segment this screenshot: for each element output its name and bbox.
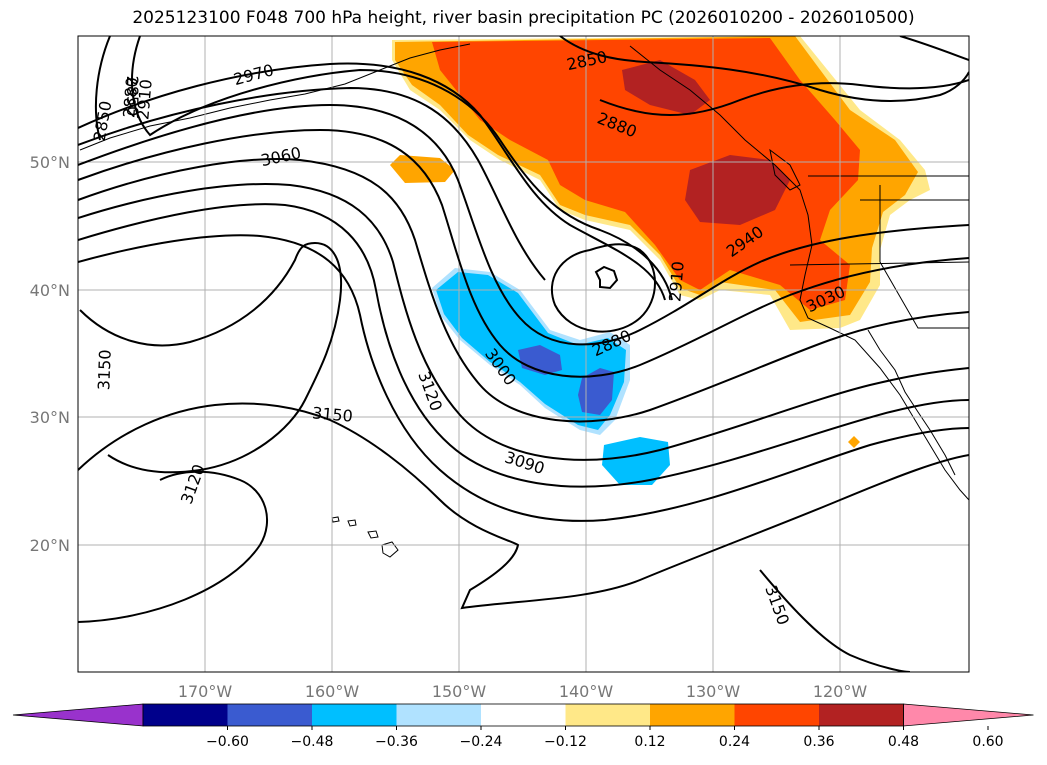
colorbar-swatch	[819, 704, 904, 726]
colorbar-swatch	[481, 704, 566, 726]
map-panel: 2850 2850 2880 2910 2970 2850 2880 2910 …	[30, 35, 970, 701]
lon-label: 120°W	[813, 682, 868, 701]
colorbar-swatch	[143, 704, 228, 726]
colorbar-tick-label: 0.60	[972, 734, 1003, 750]
colorbar-tick-label: −0.36	[375, 734, 418, 750]
contour-line	[78, 470, 269, 623]
oahu	[347, 519, 357, 527]
colorbar-tick-label: −0.24	[460, 734, 503, 750]
state-border-2	[879, 185, 969, 329]
lat-label: 30°N	[30, 408, 70, 427]
contour-line	[78, 62, 666, 301]
contour-line	[78, 203, 969, 488]
contour-label: 2850	[123, 76, 142, 117]
anomaly-0.36-region	[432, 38, 860, 310]
colorbar-swatch	[650, 704, 735, 726]
north-america-coastline	[629, 45, 969, 501]
anomaly-neg0.36-region-east	[578, 368, 614, 415]
contour-label: 3150	[311, 403, 353, 425]
map-title: 2025123100 F048 700 hPa height, river ba…	[132, 8, 915, 28]
contour-line	[599, 79, 969, 116]
lon-label: 150°W	[432, 682, 487, 701]
contour-line	[78, 158, 969, 423]
colorbar-swatch	[396, 704, 481, 726]
contour-line	[78, 234, 969, 522]
contour-line	[594, 265, 619, 290]
anomaly-neg0.24-patch-south	[602, 437, 670, 485]
negative-anomaly-shading	[432, 268, 670, 485]
alaska-coastline	[79, 43, 471, 151]
contour-line	[759, 569, 911, 672]
colorbar-tick-label: −0.60	[206, 734, 249, 750]
state-border-1	[789, 261, 969, 266]
colorbar-tick-label: 0.24	[719, 734, 750, 750]
kauai	[331, 516, 340, 523]
lat-label: 50°N	[30, 153, 70, 172]
contour-label: 2910	[133, 78, 155, 120]
contour-line	[550, 243, 656, 333]
lon-label: 130°W	[686, 682, 741, 701]
colorbar-swatch	[227, 704, 312, 726]
colorbar-swatch	[565, 704, 650, 726]
colorbar-swatch-low-extend	[12, 703, 144, 727]
lat-label: 40°N	[30, 281, 70, 300]
anomaly-0.48-region-south	[685, 155, 790, 225]
colorbar: −0.60 −0.48 −0.36 −0.24 −0.12 0.12 0.24 0.36 0.4…	[12, 703, 1034, 750]
contour-line	[899, 36, 969, 61]
maui	[367, 530, 379, 539]
coastlines	[79, 43, 969, 501]
longitude-labels: 170°W 160°W 150°W 140°W 130°W 120°W	[178, 682, 868, 701]
colorbar-tick-label: 0.48	[888, 734, 919, 750]
hawaii-big-island	[381, 541, 399, 558]
lon-label: 170°W	[178, 682, 233, 701]
contour-line	[94, 36, 111, 141]
contour-label: 2910	[665, 260, 687, 302]
contour-line	[78, 86, 546, 281]
colorbar-swatches	[12, 703, 1034, 727]
colorbar-swatch	[312, 704, 397, 726]
height-contours	[78, 36, 969, 672]
lat-label: 20°N	[30, 536, 70, 555]
anomaly-0.48-region-north	[622, 60, 710, 115]
colorbar-tick-label: 0.12	[634, 734, 665, 750]
lon-label: 160°W	[305, 682, 360, 701]
contour-line	[78, 183, 969, 461]
hawaii-islands	[331, 516, 399, 558]
colorbar-swatch	[734, 704, 819, 726]
contour-line	[78, 402, 969, 610]
colorbar-frame	[142, 703, 904, 727]
latitude-labels: 50°N 40°N 30°N 20°N	[30, 153, 70, 555]
baja-coastline	[867, 329, 956, 476]
contour-line	[78, 103, 969, 346]
colorbar-swatch-high-extend	[903, 703, 1034, 727]
contour-label: 2880	[119, 76, 141, 118]
colorbar-tick-label: 0.36	[803, 734, 834, 750]
map-content: 2850 2850 2880 2910 2970 2850 2880 2910 …	[78, 36, 969, 672]
contour-line	[559, 36, 969, 103]
colorbar-tick-label: −0.12	[544, 734, 587, 750]
lon-label: 140°W	[559, 682, 614, 701]
contour-label: 3150	[94, 349, 114, 390]
contour-line	[131, 36, 673, 301]
anomaly-0.24-dot	[848, 436, 860, 448]
colorbar-ticks: −0.60 −0.48 −0.36 −0.24 −0.12 0.12 0.24 0.36 0.4…	[206, 726, 1004, 750]
contour-line	[79, 241, 343, 474]
colorbar-tick-label: −0.48	[291, 734, 334, 750]
map-frame	[77, 35, 970, 673]
positive-anomaly-shading	[390, 36, 930, 448]
contour-line	[78, 128, 969, 378]
